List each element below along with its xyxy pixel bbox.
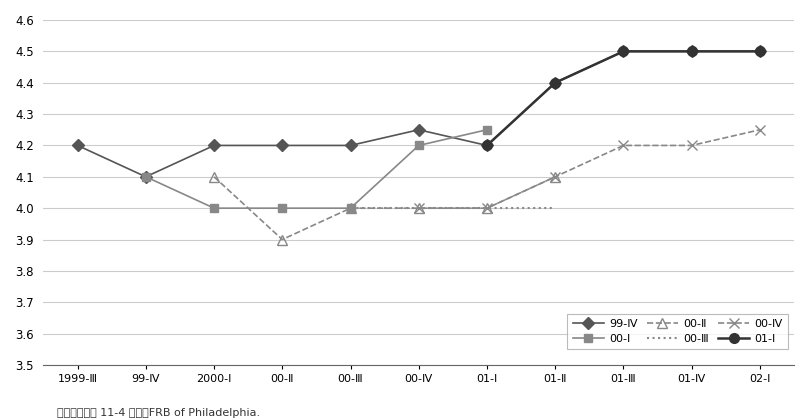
99-Ⅳ xyxy=(755,49,765,54)
99-Ⅳ xyxy=(414,127,424,132)
01-Ⅰ xyxy=(482,143,492,148)
00-Ⅱ xyxy=(277,237,287,242)
00-Ⅲ xyxy=(482,206,492,211)
00-Ⅳ xyxy=(687,143,697,148)
00-Ⅱ xyxy=(482,206,492,211)
01-Ⅰ xyxy=(619,49,629,54)
00-Ⅱ xyxy=(345,206,355,211)
99-Ⅳ xyxy=(550,80,560,85)
00-Ⅰ xyxy=(345,206,355,211)
99-Ⅳ xyxy=(73,143,83,148)
00-Ⅲ xyxy=(414,206,424,211)
99-Ⅳ xyxy=(687,49,697,54)
99-Ⅳ xyxy=(345,143,355,148)
00-Ⅳ xyxy=(619,143,629,148)
00-Ⅱ xyxy=(550,174,560,179)
00-Ⅱ xyxy=(210,174,219,179)
00-Ⅰ xyxy=(210,206,219,211)
00-Ⅳ xyxy=(482,206,492,211)
01-Ⅰ xyxy=(550,80,560,85)
Line: 00-Ⅱ: 00-Ⅱ xyxy=(210,172,560,244)
Legend: 99-Ⅳ, 00-Ⅰ, 00-Ⅱ, 00-Ⅲ, 00-Ⅳ, 01-Ⅰ: 99-Ⅳ, 00-Ⅰ, 00-Ⅱ, 00-Ⅲ, 00-Ⅳ, 01-Ⅰ xyxy=(567,313,789,349)
00-Ⅰ xyxy=(277,206,287,211)
99-Ⅳ xyxy=(210,143,219,148)
99-Ⅳ xyxy=(141,174,150,179)
00-Ⅲ xyxy=(550,206,560,211)
Text: 出所）　図表 11-4 まで，FRB of Philadelphia.: 出所） 図表 11-4 まで，FRB of Philadelphia. xyxy=(57,408,260,418)
00-Ⅱ xyxy=(414,206,424,211)
99-Ⅳ xyxy=(482,143,492,148)
00-Ⅲ xyxy=(345,206,355,211)
00-Ⅳ xyxy=(755,127,765,132)
99-Ⅳ xyxy=(619,49,629,54)
01-Ⅰ xyxy=(687,49,697,54)
Line: 00-Ⅰ: 00-Ⅰ xyxy=(142,126,491,213)
01-Ⅰ xyxy=(755,49,765,54)
00-Ⅰ xyxy=(482,127,492,132)
Line: 00-Ⅳ: 00-Ⅳ xyxy=(414,125,765,213)
Line: 01-Ⅰ: 01-Ⅰ xyxy=(482,47,765,150)
00-Ⅰ xyxy=(414,143,424,148)
99-Ⅳ xyxy=(277,143,287,148)
00-Ⅳ xyxy=(550,174,560,179)
00-Ⅳ xyxy=(414,206,424,211)
00-Ⅰ xyxy=(141,174,150,179)
Line: 99-Ⅳ: 99-Ⅳ xyxy=(74,47,764,181)
